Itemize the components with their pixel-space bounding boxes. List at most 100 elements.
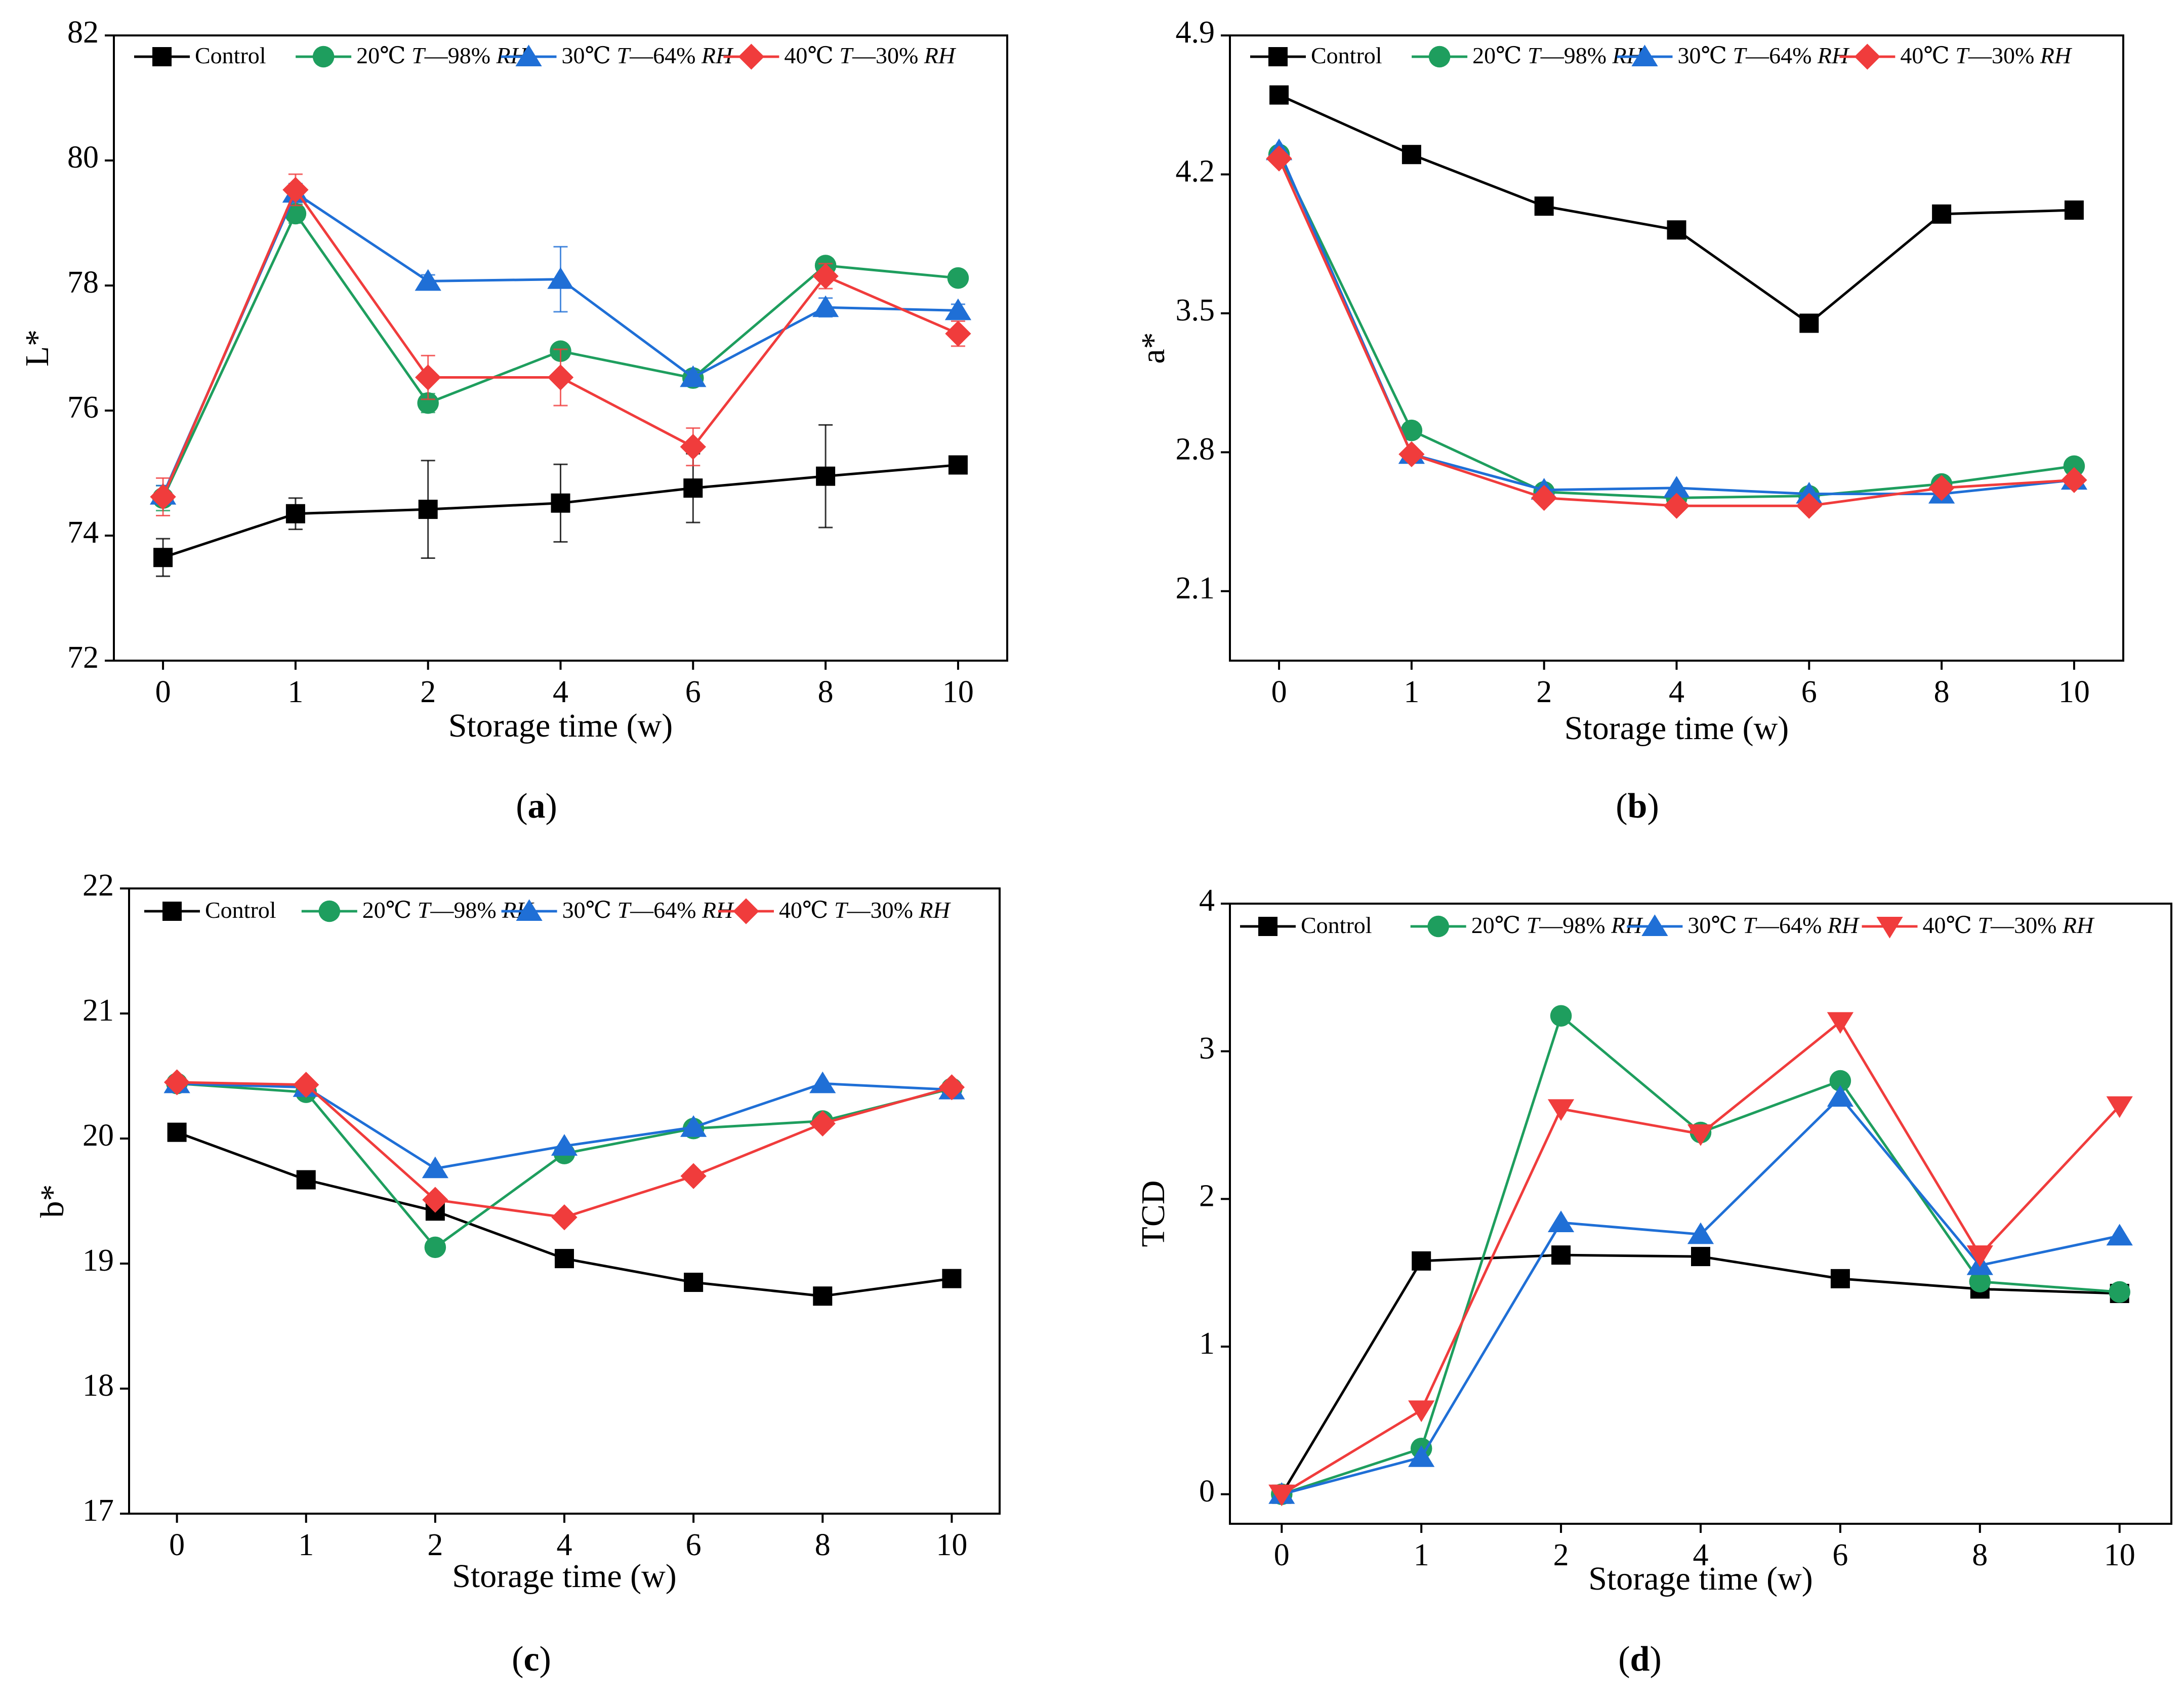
data-point	[2064, 200, 2084, 220]
x-tick-label: 2	[427, 1528, 443, 1562]
x-tick-label: 2	[1536, 675, 1552, 709]
x-tick-label: 6	[685, 675, 701, 709]
legend: Control 20℃ T—98% RH 30℃ T—64% RH 40℃ T—30%…	[134, 43, 957, 70]
x-axis-title: Storage time (w)	[1564, 710, 1789, 747]
legend-item-0: Control	[1250, 43, 1382, 68]
x-tick-label: 8	[1972, 1538, 1988, 1572]
x-tick-label: 0	[1274, 1538, 1290, 1572]
data-point	[1550, 1005, 1572, 1027]
y-tick-label: 4.9	[1176, 15, 1215, 50]
data-point	[1966, 1245, 1993, 1267]
legend-label: 40℃ T—30% RH	[779, 897, 951, 923]
data-point	[1551, 1245, 1571, 1265]
panel-a: 0 1 2 4 6 8 10 72 74 76 78 80 82 Storage time (w) L* (a…	[19, 15, 1008, 826]
legend-label: 40℃ T—30% RH	[1923, 912, 2095, 938]
series-line	[1281, 1253, 2120, 1495]
plot-frame	[128, 887, 1001, 1515]
legend-item-1: 20℃ T—98% RH	[301, 897, 534, 923]
y-tick-label: 3	[1199, 1031, 1215, 1066]
data-point	[293, 1072, 319, 1098]
data-point	[680, 365, 707, 387]
x-tick-label: 6	[1801, 675, 1817, 709]
y-tick-label: 4	[1199, 883, 1215, 918]
x-tick-label: 8	[1934, 675, 1950, 709]
legend-item-0: Control	[134, 43, 266, 68]
data-point	[1268, 1484, 1295, 1507]
data-point	[1531, 484, 1557, 511]
legend-marker	[738, 44, 765, 70]
legend-label: 30℃ T—64% RH	[562, 43, 734, 68]
legend-item-2: 30℃ T—64% RH	[501, 897, 734, 923]
series-line	[1278, 154, 2075, 500]
data-point	[417, 392, 439, 414]
legend-label: 40℃ T—30% RH	[784, 43, 956, 68]
legend: Control 20℃ T—98% RH 30℃ T—64% RH 40℃ T—30%…	[1240, 912, 2095, 939]
data-point	[942, 1269, 962, 1288]
y-tick-label: 22	[83, 868, 114, 903]
data-point	[1691, 1247, 1710, 1267]
data-point	[2061, 467, 2087, 493]
data-point	[1796, 481, 1823, 504]
data-point	[551, 493, 570, 513]
data-point	[1829, 1070, 1851, 1092]
legend-marker	[152, 47, 172, 66]
x-tick-label: 8	[818, 675, 834, 709]
series-2	[1268, 1085, 2133, 1504]
panel-label: (d)	[1618, 1640, 1662, 1679]
series-3	[1268, 1012, 2133, 1507]
data-point	[1400, 419, 1423, 441]
series-line	[1278, 150, 2075, 496]
data-point	[947, 267, 969, 289]
data-point	[1663, 493, 1690, 519]
x-tick-label: 6	[1832, 1538, 1848, 1572]
legend-marker	[162, 902, 182, 921]
data-point	[812, 263, 839, 290]
legend-label: Control	[1301, 912, 1372, 938]
data-point	[683, 478, 703, 498]
x-tick-label: 0	[1271, 675, 1287, 709]
legend-item-3: 40℃ T—30% RH	[1862, 912, 2095, 939]
legend-label: Control	[195, 43, 266, 68]
data-point	[1796, 493, 1822, 519]
legend-marker	[312, 46, 335, 68]
y-tick-label: 74	[67, 515, 99, 550]
panel-label: (b)	[1616, 787, 1659, 826]
y-tick-label: 1	[1199, 1326, 1215, 1361]
data-point	[813, 1286, 833, 1306]
data-point	[1412, 1251, 1431, 1271]
data-point	[2063, 455, 2085, 477]
data-point	[1534, 196, 1554, 216]
data-point	[1799, 313, 1819, 333]
data-point	[1830, 1269, 1850, 1288]
legend-item-3: 40℃ T—30% RH	[718, 897, 951, 924]
x-tick-label: 10	[2104, 1538, 2135, 1572]
data-point	[422, 1156, 448, 1179]
legend-item-1: 20℃ T—98% RH	[296, 43, 529, 68]
y-axis-title: b*	[34, 1185, 71, 1218]
series-line	[1278, 158, 2075, 507]
y-tick-label: 17	[83, 1493, 114, 1528]
legend-marker	[1427, 915, 1449, 938]
x-tick-label: 8	[815, 1528, 831, 1562]
panel-label: (c)	[512, 1640, 551, 1679]
x-tick-label: 0	[155, 675, 171, 709]
data-point	[1969, 1271, 1991, 1292]
data-point	[1932, 204, 1952, 224]
data-point	[680, 433, 706, 460]
legend-marker	[733, 898, 759, 924]
x-tick-label: 2	[420, 675, 436, 709]
legend-item-3: 40℃ T—30% RH	[1839, 43, 2073, 70]
series-3	[1266, 145, 2087, 519]
data-point	[2106, 1224, 2133, 1246]
data-point	[948, 455, 968, 475]
data-point	[1398, 441, 1425, 467]
legend-item-3: 40℃ T—30% RH	[723, 43, 957, 70]
data-point	[551, 1134, 578, 1156]
legend-label: 20℃ T—98% RH	[362, 897, 534, 923]
series-2	[1265, 138, 2088, 504]
panel-c: 0 1 2 4 6 8 10 17 18 19 20 21 22 Storage time (w) b* (c…	[34, 868, 1001, 1679]
data-point	[2109, 1281, 2130, 1303]
data-point	[938, 1074, 965, 1101]
x-tick-label: 1	[1414, 1538, 1429, 1572]
data-point	[415, 364, 441, 391]
